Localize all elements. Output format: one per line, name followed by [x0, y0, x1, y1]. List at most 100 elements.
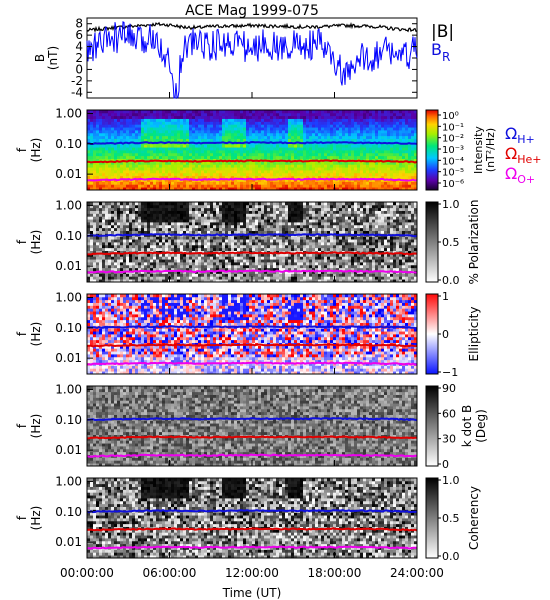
polarization-cell — [135, 213, 139, 217]
intensity-cell — [147, 147, 151, 151]
intensity-cell — [360, 124, 364, 128]
intensity-cell — [195, 127, 199, 131]
intensity-cell — [369, 172, 373, 177]
polarization-cell — [162, 222, 166, 226]
intensity-cell — [258, 167, 262, 171]
polarization-cell — [138, 267, 142, 271]
intensity-cell — [276, 112, 280, 117]
intensity-cell — [285, 110, 289, 114]
intensity-cell — [129, 127, 133, 131]
polarization-cell — [264, 253, 268, 257]
intensity-cell — [297, 150, 301, 154]
polarization-cell — [276, 202, 280, 206]
intensity-cell — [297, 172, 301, 177]
intensity-cell — [279, 164, 283, 168]
intensity-cell — [357, 161, 361, 165]
polarization-cell — [162, 256, 166, 260]
intensity-cell — [384, 138, 388, 142]
intensity-cell — [168, 124, 172, 128]
polarization-cell — [201, 244, 205, 249]
polarization-cell — [129, 207, 133, 211]
polarization-cell — [147, 204, 151, 209]
polarization-cell — [249, 207, 253, 211]
intensity-cell — [264, 187, 268, 191]
intensity-cell — [180, 172, 184, 177]
polarization-cell — [99, 253, 103, 257]
intensity-cell — [183, 144, 187, 148]
intensity-cell — [120, 118, 124, 122]
intensity-cell — [324, 150, 328, 154]
polarization-cell — [279, 253, 283, 257]
intensity-cell — [393, 167, 397, 171]
intensity-cell — [123, 138, 127, 142]
intensity-cell — [246, 115, 250, 119]
polarization-cell — [111, 262, 115, 266]
intensity-cell — [387, 184, 391, 188]
intensity-cell — [333, 164, 337, 168]
polarization-cell — [114, 222, 118, 226]
intensity-cell — [399, 135, 403, 139]
polarization-cell — [216, 262, 220, 266]
polarization-cell — [129, 224, 133, 229]
polarization-cell — [180, 239, 184, 243]
intensity-cell — [306, 144, 310, 148]
intensity-cell — [231, 175, 235, 179]
intensity-cell — [96, 167, 100, 171]
intensity-cell — [168, 155, 172, 159]
intensity-cell — [90, 158, 94, 162]
polarization-cell — [204, 244, 208, 249]
intensity-cell — [258, 138, 262, 142]
polarization-cell — [102, 244, 106, 249]
polarization-cell — [204, 253, 208, 257]
polarization-cell — [276, 273, 280, 277]
polarization-cell — [228, 207, 232, 211]
polarization-cell — [231, 247, 235, 251]
intensity-cell — [231, 155, 235, 159]
intensity-cell — [243, 118, 247, 122]
polarization-cell — [237, 227, 241, 231]
polarization-cell — [96, 276, 100, 280]
polarization-cell — [150, 202, 154, 206]
intensity-cell — [372, 164, 376, 168]
polarization-cell — [171, 202, 175, 206]
intensity-cell — [213, 147, 217, 151]
intensity-cell — [393, 152, 397, 157]
intensity-cell — [288, 187, 292, 191]
polarization-cell — [264, 262, 268, 266]
intensity-cell — [249, 115, 253, 119]
intensity-cell — [252, 130, 256, 134]
polarization-cell — [255, 253, 259, 257]
intensity-cell — [288, 144, 292, 148]
polarization-cell — [117, 230, 121, 234]
polarization-cell — [111, 250, 115, 254]
intensity-cell — [174, 181, 178, 185]
intensity-cell — [357, 172, 361, 177]
intensity-cell — [282, 124, 286, 128]
intensity-cell — [159, 170, 163, 174]
intensity-cell — [390, 155, 394, 159]
intensity-cell — [201, 181, 205, 185]
polarization-cell — [225, 247, 229, 251]
intensity-cell — [276, 132, 280, 137]
intensity-cell — [192, 135, 196, 139]
intensity-cell — [396, 135, 400, 139]
polarization-cell — [267, 270, 271, 274]
intensity-cell — [243, 158, 247, 162]
intensity-cell — [108, 121, 112, 125]
intensity-cell — [213, 170, 217, 174]
intensity-cell — [108, 135, 112, 139]
polarization-cell — [132, 244, 136, 249]
polarization-cell — [192, 210, 196, 214]
intensity-cell — [102, 164, 106, 168]
intensity-cell — [384, 170, 388, 174]
polarization-cell — [174, 256, 178, 260]
intensity-cell — [231, 138, 235, 142]
intensity-cell — [132, 127, 136, 131]
polarization-cell — [276, 236, 280, 240]
polarization-cell — [231, 210, 235, 214]
intensity-cell — [351, 130, 355, 134]
intensity-cell — [255, 147, 259, 151]
polarization-cell — [171, 204, 175, 209]
polarization-cell — [189, 256, 193, 260]
intensity-cell — [330, 170, 334, 174]
